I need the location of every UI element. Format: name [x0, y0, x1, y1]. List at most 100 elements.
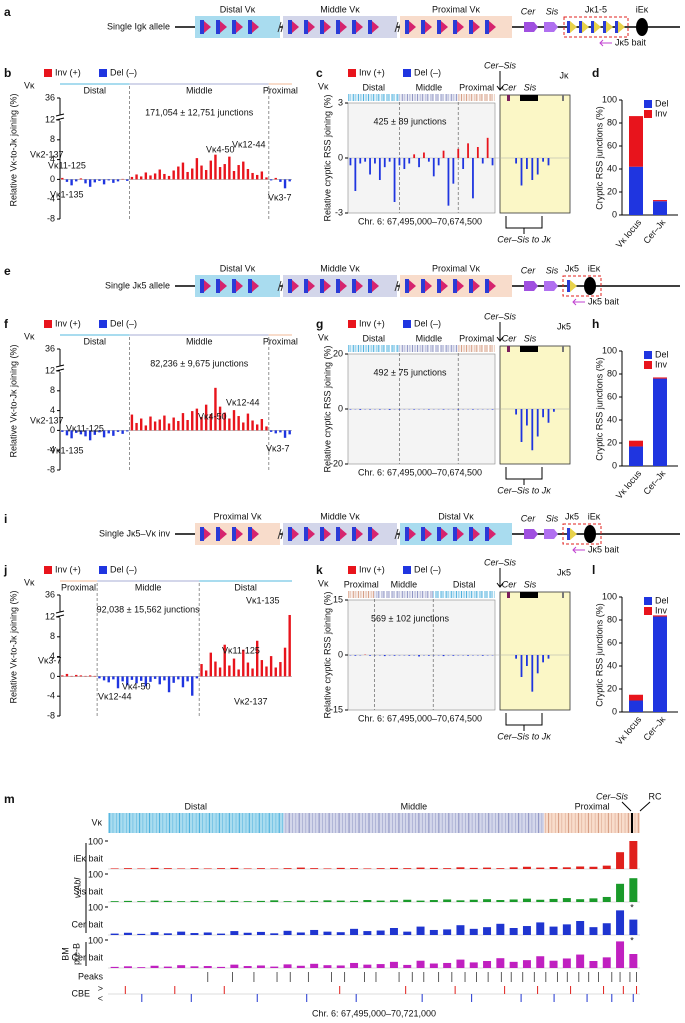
bar [144, 676, 148, 687]
legend-swatch [44, 320, 52, 328]
bar [423, 152, 425, 158]
bar [242, 161, 245, 180]
bar [452, 655, 455, 656]
label: 0 [50, 671, 55, 681]
label: Middle [416, 82, 443, 92]
label: Jκ1-5 [585, 4, 607, 14]
bar [296, 867, 305, 869]
bar [296, 965, 305, 968]
label: Del (–) [414, 318, 441, 328]
label: Distal [84, 85, 107, 95]
legend-swatch [403, 69, 411, 77]
rss [473, 280, 480, 292]
bar [243, 901, 252, 902]
label: Cer [502, 333, 518, 343]
bar [116, 179, 120, 182]
bar [547, 409, 550, 423]
rss [236, 528, 243, 540]
bar [442, 409, 445, 410]
bar [158, 419, 161, 431]
bar [269, 430, 273, 432]
cer [524, 281, 538, 291]
bar [413, 154, 416, 158]
j-gene [567, 21, 570, 33]
bar [270, 868, 279, 869]
sis [544, 22, 558, 32]
bar [536, 655, 539, 674]
bar [116, 430, 120, 432]
bar [403, 158, 406, 169]
v-gene [320, 20, 324, 34]
label: Inv (+) [359, 564, 385, 574]
bar [200, 417, 203, 431]
rss [292, 21, 299, 33]
legend-swatch [403, 566, 411, 574]
bar [616, 910, 625, 935]
label: Vκ1-135 [50, 189, 84, 199]
v-gene [453, 20, 457, 34]
bar [70, 179, 73, 186]
bar [520, 158, 523, 186]
bar [398, 409, 401, 410]
v-gene [200, 279, 204, 293]
rss [236, 280, 243, 292]
bar [218, 406, 222, 431]
rss [308, 528, 315, 540]
bar [363, 931, 372, 935]
label: Vκ locus [614, 217, 644, 250]
bar [388, 158, 391, 162]
bar [270, 966, 279, 968]
label: Inv [655, 605, 668, 615]
bar [126, 430, 129, 432]
bar [576, 866, 585, 869]
label: Distal [84, 336, 107, 346]
label: Vκ2-137 [30, 149, 64, 159]
bar [186, 676, 189, 682]
v-gene [232, 527, 236, 541]
label: Vκ12-44 [226, 397, 260, 407]
label: Single Jκ5 allele [105, 280, 170, 290]
bar [432, 158, 435, 177]
label: 20 [607, 186, 617, 196]
bar [310, 868, 319, 869]
bar [223, 412, 226, 431]
bar [223, 164, 226, 180]
label: iEκ [636, 4, 649, 14]
v-gene [437, 527, 441, 541]
label: Middle [401, 801, 428, 811]
label: 60 [607, 637, 617, 647]
bar [140, 676, 143, 681]
bar [150, 900, 159, 902]
cer-mark [507, 95, 510, 101]
label: Sis [546, 513, 559, 523]
bar [520, 409, 523, 442]
v-gene [421, 20, 425, 34]
label: Vκ1-135 [50, 445, 84, 455]
label: Vκ3-7 [266, 443, 290, 453]
bar [269, 179, 273, 181]
rss [236, 21, 243, 33]
bar [403, 931, 412, 935]
bar [549, 926, 558, 935]
bar [149, 416, 152, 431]
legend-swatch [348, 320, 356, 328]
bar [116, 676, 120, 689]
bar [163, 415, 166, 431]
bar [260, 419, 264, 431]
v-gene [437, 20, 441, 34]
bar [110, 933, 119, 935]
bracket [505, 216, 543, 234]
bar [167, 676, 171, 693]
label: Del (–) [110, 67, 137, 77]
bar [186, 171, 189, 180]
bar [107, 179, 110, 181]
bar [363, 868, 372, 869]
label: Inv (+) [55, 564, 81, 574]
label: -8 [47, 464, 55, 474]
bracket [505, 467, 543, 485]
bar [107, 676, 110, 683]
bar [126, 179, 129, 181]
bar [265, 177, 268, 180]
label: Cryptic RSS junctions (%) [594, 357, 604, 461]
cer [524, 22, 538, 32]
